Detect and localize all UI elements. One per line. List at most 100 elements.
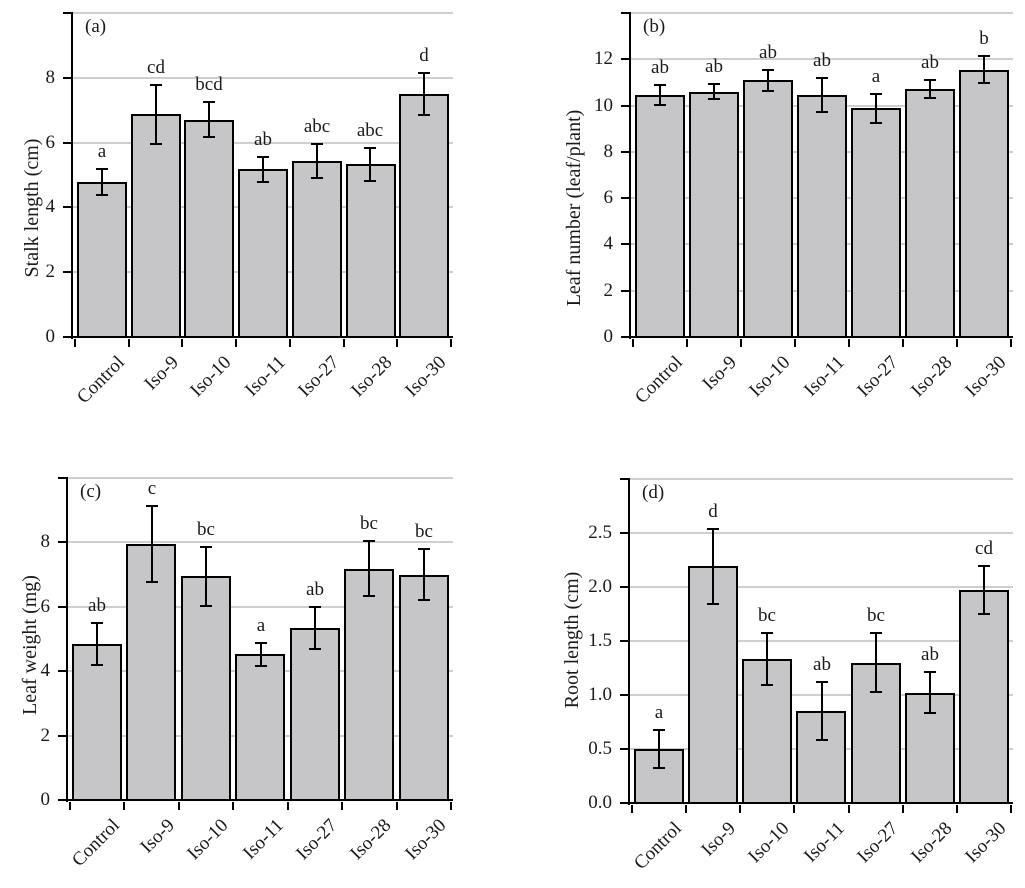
y-tick-label: 8	[603, 141, 614, 162]
bar-iso-11	[235, 654, 285, 801]
bar-iso-10	[184, 120, 234, 338]
y-tick	[63, 271, 71, 273]
bar-iso-9	[689, 92, 739, 338]
x-tick-label-text: Iso-27	[853, 818, 903, 868]
y-tick	[621, 12, 629, 14]
y-tick-label: 1.0	[588, 684, 612, 705]
bar-iso-28	[905, 89, 955, 338]
error-bar-line	[205, 547, 207, 606]
x-axis-spine	[628, 802, 1013, 804]
x-tick	[343, 339, 345, 347]
y-tick-label: 4	[40, 660, 51, 681]
sig-letter: abc	[356, 120, 384, 141]
y-tick	[620, 532, 628, 534]
bar-iso-28	[905, 693, 955, 804]
y-tick-label: 6	[40, 596, 51, 617]
x-tick	[74, 339, 76, 347]
y-axis-spine	[66, 477, 68, 802]
error-bar-cap	[708, 83, 720, 85]
error-bar-cap	[363, 595, 375, 597]
error-bar-cap	[96, 168, 108, 170]
gridline	[68, 541, 453, 543]
x-tick	[740, 339, 742, 347]
x-tick	[848, 339, 850, 347]
error-bar-cap	[200, 546, 212, 548]
error-bar-cap	[257, 181, 269, 183]
x-tick	[902, 339, 904, 347]
error-bar-line	[101, 169, 103, 195]
sig-letter: ab	[921, 52, 939, 73]
y-tick	[620, 694, 628, 696]
x-tick	[232, 802, 234, 810]
error-bar-line	[713, 84, 715, 99]
bar-iso-9	[688, 566, 738, 804]
x-tick	[848, 805, 850, 813]
x-tick	[341, 802, 343, 810]
error-bar-cap	[96, 194, 108, 196]
error-bar-line	[821, 682, 823, 740]
y-tick	[58, 735, 66, 737]
y-tick	[620, 586, 628, 588]
x-tick	[289, 339, 291, 347]
gridline	[631, 12, 1013, 14]
error-bar-line	[260, 643, 262, 667]
y-tick-label: 0	[45, 326, 56, 347]
error-bar-line	[155, 85, 157, 143]
error-bar-cap	[978, 55, 990, 57]
bar-iso-27	[851, 108, 901, 338]
x-tick	[632, 339, 634, 347]
bar-iso-11	[797, 95, 847, 338]
sig-letter: b	[979, 28, 989, 49]
y-tick-label: 0	[40, 789, 51, 810]
sig-letter: bc	[415, 521, 433, 542]
y-tick	[63, 142, 71, 144]
bar-iso-30	[959, 70, 1009, 338]
y-tick	[58, 606, 66, 608]
error-bar-cap	[150, 84, 162, 86]
y-tick	[620, 748, 628, 750]
error-bar-cap	[924, 671, 936, 673]
y-axis-spine	[71, 12, 73, 339]
sig-letter: ab	[813, 50, 831, 71]
error-bar-cap	[311, 177, 323, 179]
y-tick-label: 2	[45, 261, 56, 282]
error-bar-cap	[707, 528, 719, 530]
error-bar-cap	[146, 581, 158, 583]
x-tick	[1010, 339, 1012, 347]
error-bar-line	[875, 633, 877, 691]
y-tick-label: 10	[594, 95, 613, 116]
sig-letter: d	[419, 45, 429, 66]
gridline	[631, 58, 1013, 60]
x-axis-spine	[629, 336, 1013, 338]
sig-letter: bc	[360, 513, 378, 534]
error-bar-line	[262, 157, 264, 182]
sig-letter: bc	[758, 605, 776, 626]
gridline	[630, 478, 1013, 480]
error-bar-cap	[870, 632, 882, 634]
y-tick	[621, 243, 629, 245]
y-tick-label: 4	[603, 233, 614, 254]
sig-letter: ab	[813, 654, 831, 675]
bar-iso-9	[131, 114, 181, 338]
error-bar-cap	[364, 180, 376, 182]
error-bar-cap	[707, 603, 719, 605]
y-tick-label: 1.5	[588, 630, 612, 651]
error-bar-line	[983, 566, 985, 614]
error-bar-cap	[761, 684, 773, 686]
x-tick	[956, 339, 958, 347]
x-tick	[450, 802, 452, 810]
bar-control	[635, 95, 685, 338]
y-tick-label: 0.0	[588, 792, 612, 813]
error-bar-cap	[309, 648, 321, 650]
error-bar-cap	[870, 122, 882, 124]
y-tick	[621, 290, 629, 292]
y-tick-label: 2.0	[588, 576, 612, 597]
gridline	[68, 477, 453, 479]
y-tick	[63, 12, 71, 14]
error-bar-line	[929, 672, 931, 713]
x-tick	[178, 802, 180, 810]
x-tick	[396, 802, 398, 810]
sig-letter: ab	[651, 57, 669, 78]
error-bar-cap	[653, 729, 665, 731]
